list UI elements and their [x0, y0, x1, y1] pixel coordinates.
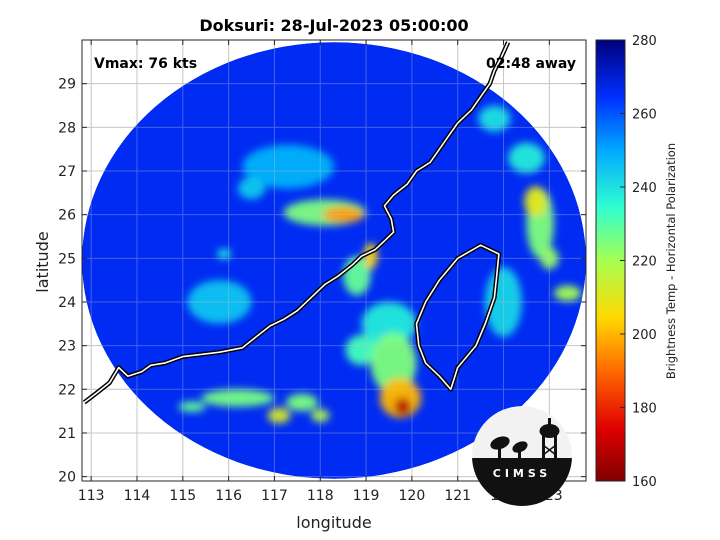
- colorbar-tick-label: 180: [632, 402, 657, 417]
- colorbar-label: Brightness Temp - Horizontal Polarizatio…: [664, 143, 678, 379]
- x-tick-label: 121: [444, 488, 471, 504]
- map-axes-frame: [81, 39, 587, 482]
- colorbar-tick-label: 260: [632, 108, 657, 123]
- tb-feature: [267, 407, 291, 424]
- cimss-logo-text: CIMSS: [493, 467, 551, 480]
- x-tick-label: 114: [124, 488, 151, 504]
- tb-feature: [508, 142, 545, 174]
- vmax-label: Vmax: 76 kts: [94, 56, 197, 72]
- tb-feature: [187, 280, 252, 324]
- colorbar-tick-label: 240: [632, 181, 657, 196]
- y-tick-label: 24: [58, 295, 76, 311]
- x-tick-label: 118: [307, 488, 334, 504]
- chart-title: Doksuri: 28-Jul-2023 05:00:00: [199, 16, 468, 35]
- taiwan-outline-white: [415, 244, 500, 391]
- y-tick-label: 23: [58, 339, 76, 355]
- tb-feature: [478, 105, 511, 132]
- tb-feature: [322, 206, 364, 223]
- tb-feature: [361, 301, 417, 346]
- y-tick-label: 20: [58, 470, 76, 486]
- tb-feature: [285, 393, 318, 412]
- x-tick-label: 115: [169, 488, 196, 504]
- china-coastline-white: [83, 41, 509, 404]
- colorbar-tick-label: 280: [632, 34, 657, 49]
- y-tick-label: 22: [58, 382, 76, 398]
- x-axis-label: longitude: [296, 513, 371, 532]
- colorbar-tick-label: 160: [632, 475, 657, 490]
- y-ticks: 20 21 22 23 24 25 26 27 28 29: [58, 77, 586, 486]
- x-tick-label: 119: [353, 488, 380, 504]
- y-tick-label: 25: [58, 251, 76, 267]
- tb-feature: [553, 285, 582, 302]
- tb-feature: [217, 248, 231, 260]
- tb-feature: [370, 332, 417, 394]
- time-offset-label: 02:48 away: [486, 56, 576, 72]
- tb-feature: [524, 186, 548, 217]
- y-tick-label: 26: [58, 208, 76, 224]
- tb-feature: [345, 334, 378, 366]
- y-tick-label: 27: [58, 164, 76, 180]
- y-tick-label: 29: [58, 77, 76, 93]
- y-axis-label: latitude: [33, 231, 52, 292]
- x-tick-label: 116: [215, 488, 242, 504]
- tb-feature: [311, 408, 330, 423]
- x-tick-label: 117: [261, 488, 288, 504]
- y-tick-label: 21: [58, 426, 76, 442]
- convection-features: [178, 105, 582, 424]
- gridlines-overlay: [82, 40, 586, 481]
- y-tick-label: 28: [58, 120, 76, 136]
- x-tick-label: 120: [399, 488, 426, 504]
- tb-feature: [242, 144, 334, 189]
- microwave-swath: [82, 42, 586, 479]
- colorbar-ticks: 160 180 200 220 240 260 280: [620, 34, 657, 490]
- tb-feature: [394, 398, 411, 416]
- colorbar-tick-label: 220: [632, 255, 657, 270]
- colorbar-tick-label: 200: [632, 328, 657, 343]
- tb-feature: [540, 247, 559, 270]
- swath-background: [82, 42, 586, 479]
- tb-feature: [178, 401, 206, 413]
- tb-feature: [237, 177, 266, 200]
- tb-feature: [201, 389, 275, 407]
- x-tick-label: 113: [78, 488, 105, 504]
